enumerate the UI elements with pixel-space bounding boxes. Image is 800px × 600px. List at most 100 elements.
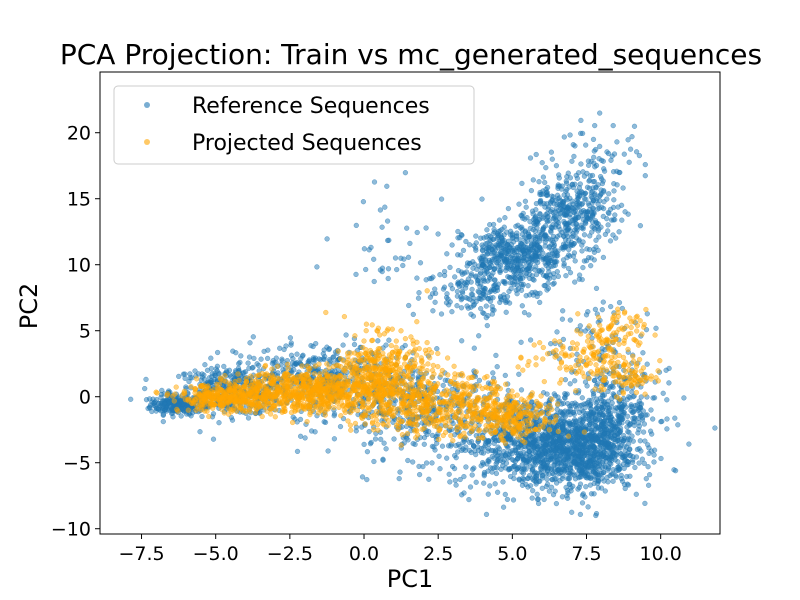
scatter-point: [481, 480, 487, 486]
scatter-point: [530, 177, 536, 183]
scatter-point: [546, 218, 552, 224]
scatter-point: [468, 438, 475, 445]
scatter-point: [331, 436, 338, 442]
scatter-point: [562, 212, 568, 218]
scatter-point: [486, 458, 492, 465]
scatter-point: [537, 299, 543, 306]
scatter-point: [579, 248, 585, 254]
scatter-point: [610, 430, 616, 436]
scatter-point: [324, 236, 330, 242]
scatter-point: [555, 273, 562, 280]
scatter-point: [600, 392, 606, 398]
scatter-point: [642, 438, 648, 444]
scatter-point: [435, 231, 441, 237]
scatter-point: [589, 219, 596, 225]
scatter-point: [466, 496, 472, 503]
scatter-point: [602, 463, 608, 469]
scatter-point: [359, 474, 366, 480]
scatter-point: [530, 276, 536, 282]
scatter-point: [379, 265, 386, 271]
scatter-point: [476, 289, 482, 295]
scatter-point: [505, 205, 512, 212]
scatter-point: [361, 441, 367, 448]
scatter-point: [236, 390, 242, 396]
scatter-point: [585, 158, 592, 164]
scatter-point: [616, 411, 622, 417]
scatter-point: [166, 399, 172, 405]
scatter-point: [222, 372, 228, 379]
scatter-point: [416, 471, 423, 478]
scatter-point: [437, 272, 443, 278]
scatter-point: [600, 299, 606, 305]
scatter-point: [613, 235, 619, 241]
scatter-point: [407, 240, 413, 247]
plot-points: [128, 110, 718, 519]
scatter-point: [579, 449, 586, 456]
scatter-point: [561, 261, 567, 267]
scatter-point: [463, 464, 469, 470]
scatter-point: [686, 441, 692, 447]
scatter-point: [544, 201, 550, 207]
scatter-point: [371, 256, 377, 262]
scatter-point: [621, 402, 627, 408]
scatter-point: [475, 444, 481, 450]
scatter-point: [500, 479, 506, 485]
scatter-point: [412, 441, 418, 448]
scatter-point: [291, 367, 297, 373]
scatter-point: [479, 196, 485, 202]
scatter-point: [523, 461, 529, 468]
scatter-point: [517, 240, 524, 247]
scatter-point: [663, 367, 669, 373]
scatter-point: [495, 234, 501, 240]
scatter-point: [586, 185, 593, 191]
scatter-point: [556, 172, 562, 178]
scatter-point: [636, 426, 642, 433]
scatter-point: [604, 196, 610, 202]
scatter-point: [567, 228, 573, 234]
scatter-point: [621, 151, 627, 157]
scatter-point: [514, 265, 520, 271]
scatter-point: [535, 259, 541, 266]
scatter-point: [431, 444, 437, 450]
scatter-point: [563, 461, 569, 467]
scatter-point: [429, 432, 436, 439]
scatter-point: [544, 191, 551, 198]
scatter-point: [250, 334, 256, 340]
scatter-point: [545, 285, 552, 292]
scatter-point: [636, 152, 643, 159]
scatter-point: [386, 337, 392, 343]
scatter-point: [405, 457, 411, 464]
scatter-point: [539, 267, 545, 273]
scatter-point: [518, 387, 525, 393]
scatter-point: [372, 436, 379, 442]
scatter-point: [571, 250, 578, 256]
scatter-point: [436, 453, 442, 459]
scatter-point: [371, 179, 378, 185]
scatter-point: [497, 268, 503, 274]
scatter-point: [648, 407, 654, 413]
scatter-point: [640, 350, 646, 356]
scatter-point: [664, 426, 670, 432]
scatter-point: [529, 495, 535, 501]
scatter-point: [214, 349, 221, 356]
scatter-point: [246, 390, 253, 396]
scatter-point: [583, 212, 590, 219]
scatter-point: [644, 361, 650, 367]
scatter-point: [478, 281, 484, 287]
scatter-point: [453, 455, 459, 461]
scatter-point: [539, 160, 545, 166]
scatter-point: [500, 504, 507, 510]
scatter-point: [548, 228, 554, 234]
scatter-point: [502, 491, 508, 498]
scatter-point: [204, 367, 211, 373]
scatter-point: [617, 169, 623, 176]
scatter-point: [579, 212, 585, 219]
scatter-point: [560, 441, 567, 447]
scatter-point: [321, 419, 327, 425]
scatter-point: [563, 178, 569, 184]
scatter-point: [288, 342, 294, 348]
scatter-point: [587, 473, 594, 479]
scatter-point: [273, 355, 279, 361]
scatter-point: [493, 470, 500, 477]
scatter-point: [540, 460, 546, 466]
